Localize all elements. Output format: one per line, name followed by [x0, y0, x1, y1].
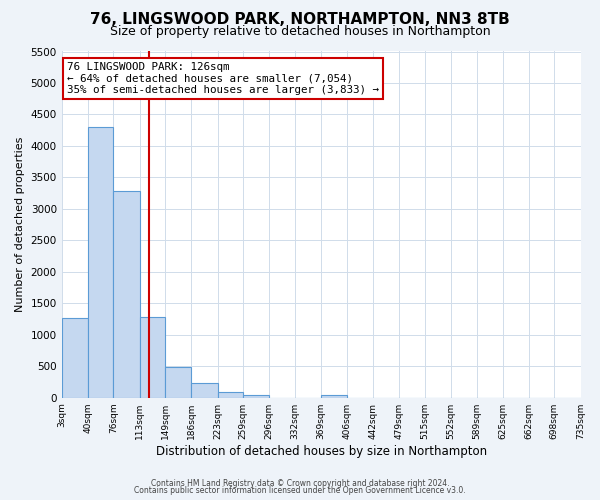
- Bar: [243, 394, 269, 398]
- Bar: [88, 127, 113, 398]
- Bar: [140, 317, 165, 398]
- Text: Size of property relative to detached houses in Northampton: Size of property relative to detached ho…: [110, 25, 490, 38]
- Text: 76, LINGSWOOD PARK, NORTHAMPTON, NN3 8TB: 76, LINGSWOOD PARK, NORTHAMPTON, NN3 8TB: [90, 12, 510, 28]
- Bar: [191, 383, 218, 398]
- Y-axis label: Number of detached properties: Number of detached properties: [15, 137, 25, 312]
- Text: Contains public sector information licensed under the Open Government Licence v3: Contains public sector information licen…: [134, 486, 466, 495]
- Bar: [218, 392, 243, 398]
- Text: 76 LINGSWOOD PARK: 126sqm
← 64% of detached houses are smaller (7,054)
35% of se: 76 LINGSWOOD PARK: 126sqm ← 64% of detac…: [67, 62, 379, 95]
- X-axis label: Distribution of detached houses by size in Northampton: Distribution of detached houses by size …: [155, 444, 487, 458]
- Bar: [321, 394, 347, 398]
- Text: Contains HM Land Registry data © Crown copyright and database right 2024.: Contains HM Land Registry data © Crown c…: [151, 478, 449, 488]
- Bar: [113, 191, 140, 398]
- Bar: [62, 318, 88, 398]
- Bar: [165, 368, 191, 398]
